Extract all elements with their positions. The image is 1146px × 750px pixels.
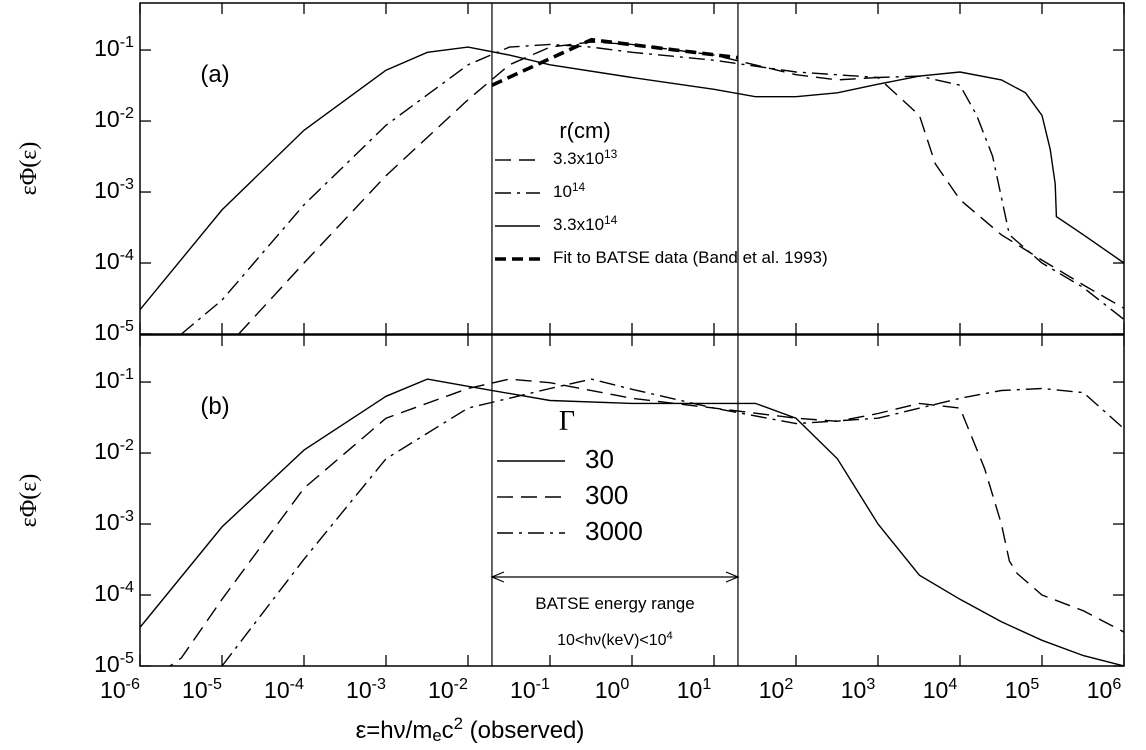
y-tick-label: 10-2 [94,104,134,132]
series-line [140,46,1124,311]
arrow-head [725,571,740,583]
x-axis-label: ε=hν/mec2 (observed) [356,714,585,745]
series-line [238,41,1124,334]
legend-label: 1014 [553,180,586,202]
y-tick-label: 10-5 [94,649,134,677]
panel-label: (b) [200,393,229,420]
series-line [221,378,1124,666]
y-axis-label: εΦ(ε) [16,474,42,528]
legend-label: 300 [585,480,628,510]
x-tick-label: 104 [923,675,958,703]
y-tick-label: 10-3 [94,507,134,535]
legend-label: 3.3x1013 [553,147,618,169]
x-tick-label: 100 [595,675,630,703]
plot-frame [139,334,1125,667]
y-tick-label: 10-4 [94,578,134,606]
legend-label: Fit to BATSE data (Band et al. 1993) [553,248,828,267]
x-tick-label: 10-6 [100,675,140,703]
y-tick-label: 10-4 [94,246,134,274]
legend-label: 3.3x1014 [553,213,618,235]
annotation: 10<hν(keV)<104 [557,630,673,649]
y-axis-label: εΦ(ε) [16,142,42,196]
series-line [168,378,1124,666]
panel-label: (a) [200,61,229,88]
y-tick-label: 10-1 [94,33,134,61]
legend-title: r(cm) [559,118,610,143]
series-group [140,37,1124,334]
y-tick-label: 10-3 [94,175,134,203]
series-line [491,37,739,87]
x-tick-label: 102 [759,675,794,703]
series-group [140,378,1124,666]
x-tick-label: 10-5 [182,675,222,703]
legend-label: 30 [585,444,614,474]
y-tick-label: 10-2 [94,436,134,464]
x-tick-label: 10-1 [510,675,550,703]
legend-title: Γ [559,406,575,437]
x-tick-label: 10-4 [264,675,304,703]
legend-label: 3000 [585,516,643,546]
x-tick-label: 10-2 [428,675,468,703]
x-tick-label: 10-3 [346,675,386,703]
x-tick-label: 103 [841,675,876,703]
x-tick-label: 106 [1087,675,1122,703]
x-tick-label: 105 [1005,675,1040,703]
series-line [140,378,1124,666]
series-line [180,43,1124,334]
arrow-head [490,571,505,583]
y-tick-label: 10-5 [94,317,134,345]
x-tick-label: 101 [677,675,712,703]
y-tick-label: 10-1 [94,365,134,393]
annotation: BATSE energy range [535,594,694,613]
